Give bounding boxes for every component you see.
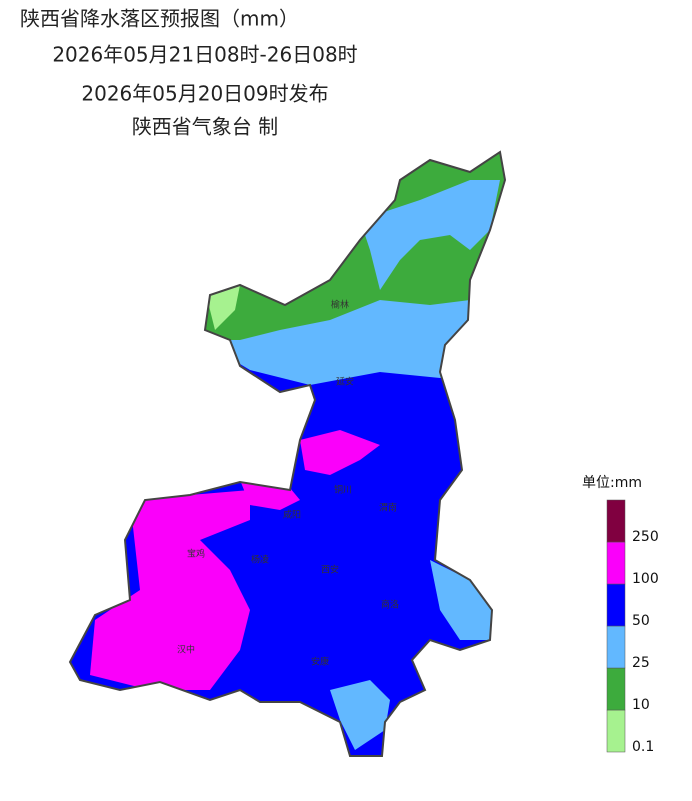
legend-label: 100 xyxy=(632,571,659,587)
area-01 xyxy=(205,285,240,330)
city-label: 杨凌 xyxy=(251,554,269,566)
legend-swatch xyxy=(606,667,626,711)
area-25 xyxy=(430,560,492,640)
area-25 xyxy=(330,680,390,750)
area-25 xyxy=(360,180,500,290)
city-label: 宝鸡 xyxy=(187,548,205,560)
legend-label: 50 xyxy=(632,613,650,629)
legend-swatch xyxy=(606,583,626,627)
legend-label: 10 xyxy=(632,697,650,713)
legend-swatch xyxy=(606,625,626,669)
area-100 xyxy=(300,430,380,475)
period: 2026年05月21日08时-26日08时 xyxy=(52,43,357,67)
legend-label: 250 xyxy=(632,529,659,545)
area-100 xyxy=(90,490,250,690)
legend: 单位:mm 0.1 10 25 50 100 250 xyxy=(582,475,659,755)
legend-label: 25 xyxy=(632,655,650,671)
city-label: 西安 xyxy=(321,564,339,576)
city-label: 延安 xyxy=(336,376,354,388)
city-label: 咸阳 xyxy=(283,509,301,521)
legend-unit: 单位:mm xyxy=(582,475,642,491)
legend-swatch xyxy=(606,541,626,585)
agency: 陕西省气象台 制 xyxy=(132,115,278,139)
legend-swatch xyxy=(606,499,626,543)
city-label: 铜川 xyxy=(334,484,352,496)
city-label: 商洛 xyxy=(381,599,399,611)
legend-swatch xyxy=(606,709,626,753)
city-label: 汉中 xyxy=(177,644,195,656)
city-label: 榆林 xyxy=(331,299,349,311)
city-label: 安康 xyxy=(311,656,329,668)
title: 陕西省降水落区预报图（mm） xyxy=(20,7,299,31)
city-label: 渭南 xyxy=(379,502,397,514)
legend-label: 0.1 xyxy=(632,739,654,755)
issued: 2026年05月20日09时发布 xyxy=(81,82,328,106)
